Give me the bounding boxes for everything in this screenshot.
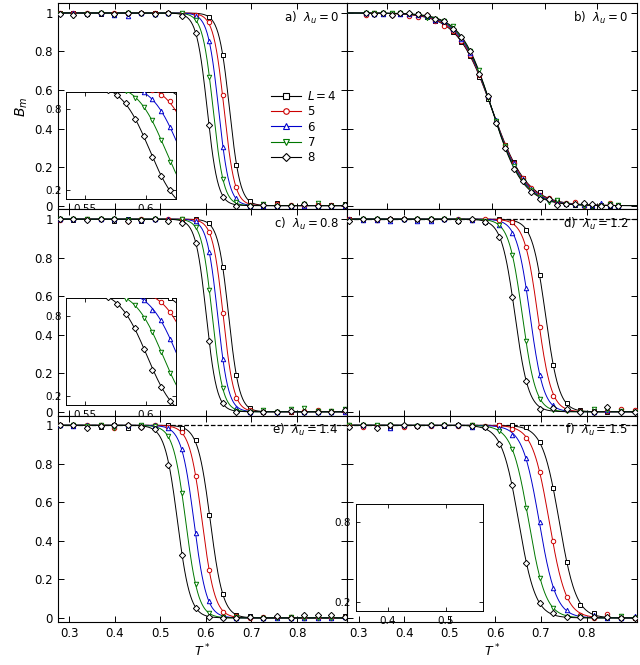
Text: c)  $\lambda_u = 0.8$: c) $\lambda_u = 0.8$ [274, 215, 339, 232]
X-axis label: $t^*$: $t^*$ [485, 230, 499, 247]
Text: b)  $\lambda_u = 0$: b) $\lambda_u = 0$ [573, 9, 628, 26]
Text: d)  $\lambda_u = 1.2$: d) $\lambda_u = 1.2$ [563, 215, 628, 232]
X-axis label: $T^*$: $T^*$ [484, 642, 500, 659]
Legend: $L = 4$, $5$, $6$, $7$, $8$: $L = 4$, $5$, $6$, $7$, $8$ [267, 85, 341, 169]
Y-axis label: $B_m$: $B_m$ [13, 96, 30, 116]
Text: a)  $\lambda_u = 0$: a) $\lambda_u = 0$ [284, 9, 339, 26]
Text: e)  $\lambda_u = 1.4$: e) $\lambda_u = 1.4$ [272, 422, 339, 438]
Text: f)  $\lambda_u = 1.5$: f) $\lambda_u = 1.5$ [565, 422, 628, 438]
X-axis label: $T^*$: $T^*$ [194, 642, 211, 659]
